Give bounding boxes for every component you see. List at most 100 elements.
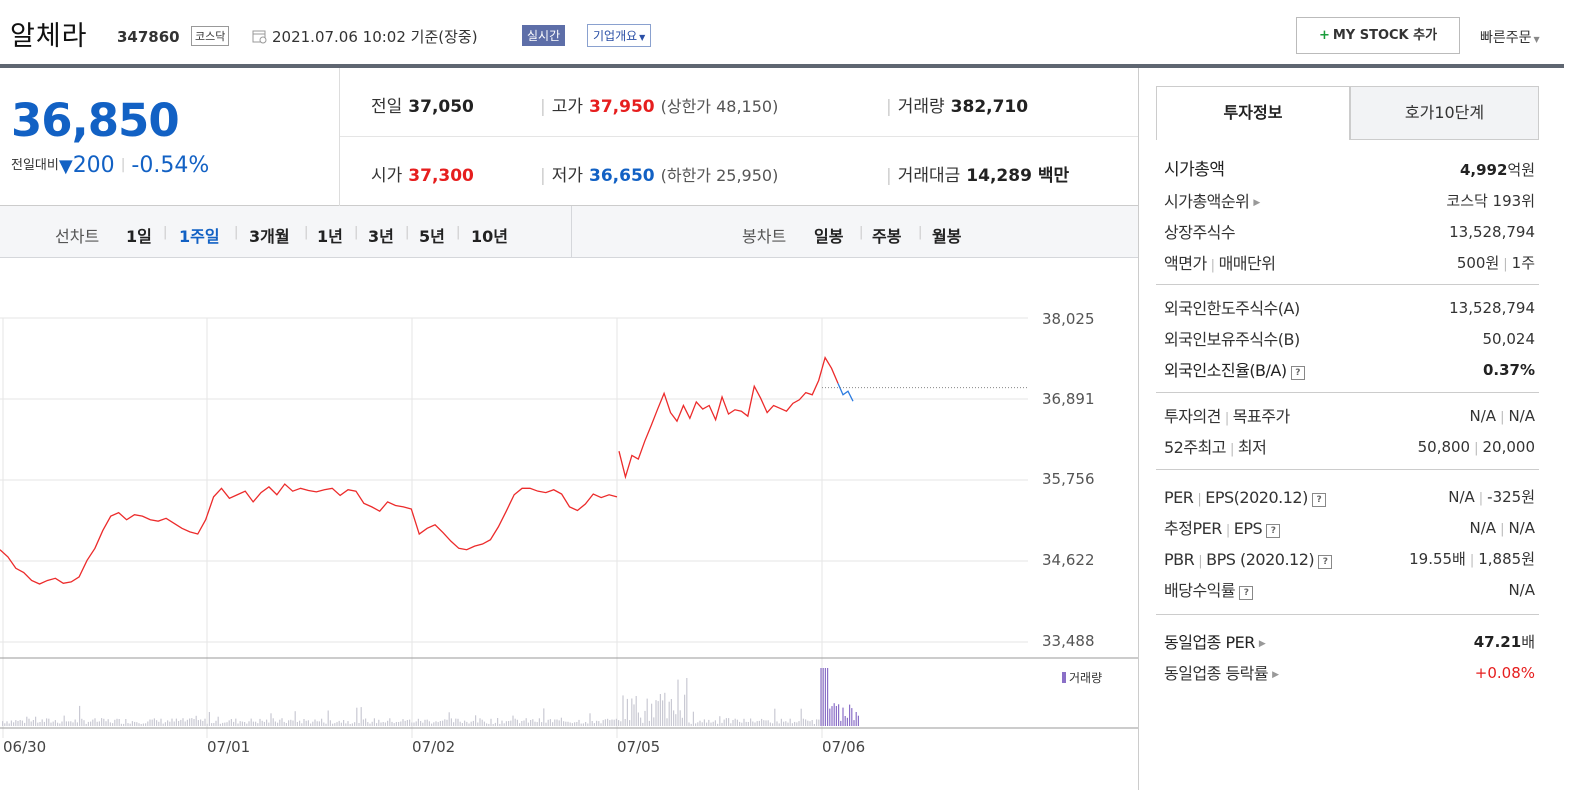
tab-invest-info[interactable]: 투자정보 bbox=[1156, 86, 1350, 140]
info-row: 액면가 | 매매단위 500원 | 1주 bbox=[1164, 254, 1535, 273]
volume-bar bbox=[24, 722, 26, 726]
volume-bar bbox=[217, 716, 219, 726]
volume-bar bbox=[4, 723, 6, 726]
volume-bar bbox=[763, 720, 765, 726]
volume-bar bbox=[734, 718, 736, 726]
volume-bar bbox=[677, 679, 679, 726]
volume-bar bbox=[598, 721, 600, 726]
volume-bar bbox=[835, 706, 837, 726]
tab-1d[interactable]: 1일 bbox=[126, 227, 152, 246]
info-row[interactable]: 시가총액순위 ▶ 코스닥 193위 bbox=[1164, 192, 1535, 211]
info-row[interactable]: 동일업종 PER ▶ 47.21배 bbox=[1164, 633, 1535, 652]
right-panel-tabs: 투자정보 호가10단계 bbox=[1156, 86, 1539, 140]
help-icon[interactable]: ? bbox=[1311, 493, 1326, 507]
add-my-stock-button[interactable]: + MY STOCK 추가 bbox=[1296, 17, 1460, 54]
volume-bar bbox=[336, 722, 338, 726]
volume-bar bbox=[57, 722, 59, 726]
quick-order-dropdown[interactable]: 빠른주문 ▼ bbox=[1480, 30, 1540, 46]
volume-bar bbox=[710, 722, 712, 726]
volume-bar bbox=[191, 718, 193, 726]
volume-bar bbox=[785, 721, 787, 726]
volume-bar bbox=[802, 718, 804, 726]
volume-bar bbox=[134, 721, 136, 726]
tab-weekly-candle[interactable]: 주봉 bbox=[872, 227, 902, 246]
volume-bar bbox=[246, 723, 248, 726]
candle-chart-label: 봉차트 bbox=[742, 227, 787, 246]
tab-3m[interactable]: 3개월 bbox=[249, 227, 290, 246]
volume-bar bbox=[679, 710, 681, 726]
volume-bar bbox=[237, 723, 239, 726]
volume-bar bbox=[552, 722, 554, 726]
help-icon[interactable]: ? bbox=[1266, 524, 1281, 538]
volume-bar bbox=[186, 719, 188, 726]
volume-bar bbox=[673, 710, 675, 726]
volume-bar bbox=[532, 719, 534, 726]
volume-bar bbox=[816, 719, 818, 726]
volume-bar bbox=[637, 712, 639, 726]
volume-bar bbox=[98, 721, 100, 726]
volume-bar bbox=[591, 721, 593, 726]
volume-bar bbox=[314, 719, 316, 726]
tab-1w[interactable]: 1주일 bbox=[179, 227, 220, 246]
volume-bar bbox=[574, 722, 576, 726]
tab-daily-candle[interactable]: 일봉 bbox=[814, 227, 844, 246]
volume-bar bbox=[171, 718, 173, 726]
realtime-button[interactable]: 실시간 bbox=[522, 25, 566, 46]
volume-bar bbox=[162, 723, 164, 726]
volume-bar bbox=[270, 713, 272, 726]
change-value: 200 bbox=[72, 153, 115, 178]
volume-bar bbox=[292, 720, 294, 726]
volume-bar bbox=[840, 720, 842, 726]
volume-bar bbox=[855, 712, 857, 726]
tab-1y[interactable]: 1년 bbox=[317, 227, 343, 246]
volume-bar bbox=[197, 720, 199, 726]
volume-bar bbox=[791, 723, 793, 726]
volume-bar bbox=[741, 722, 743, 726]
volume-bar bbox=[373, 718, 375, 726]
volume-bar bbox=[668, 701, 670, 726]
volume-bar bbox=[193, 719, 195, 726]
volume-bar bbox=[87, 721, 89, 726]
tab-monthly-candle[interactable]: 월봉 bbox=[932, 227, 962, 246]
volume-bar bbox=[446, 719, 448, 726]
volume-bar bbox=[780, 718, 782, 726]
volume-bar bbox=[358, 723, 360, 726]
tab-order-book[interactable]: 호가10단계 bbox=[1350, 86, 1539, 140]
volume-bar bbox=[813, 724, 815, 726]
volume-bar bbox=[523, 720, 525, 726]
volume-bar bbox=[120, 723, 122, 726]
volume-bar bbox=[81, 718, 83, 726]
volume-bar bbox=[767, 720, 769, 726]
help-icon[interactable]: ? bbox=[1318, 555, 1333, 569]
volume-bar bbox=[281, 718, 283, 726]
volume-bar bbox=[290, 719, 292, 726]
volume-bar bbox=[596, 720, 598, 726]
volume-bar bbox=[266, 719, 268, 726]
tab-5y[interactable]: 5년 bbox=[419, 227, 445, 246]
volume-bar bbox=[211, 723, 213, 726]
tab-3y[interactable]: 3년 bbox=[368, 227, 394, 246]
volume-bar bbox=[109, 722, 111, 726]
volume-bar bbox=[345, 723, 347, 726]
volume-bar bbox=[686, 678, 688, 726]
prev-close: 전일 37,050 bbox=[371, 97, 474, 117]
tab-10y[interactable]: 10년 bbox=[471, 227, 508, 246]
volume-bar bbox=[94, 718, 96, 726]
volume-bar bbox=[481, 719, 483, 726]
volume-bar bbox=[554, 719, 556, 726]
volume-bar bbox=[233, 721, 235, 726]
volume-bar bbox=[351, 723, 353, 726]
volume-bar bbox=[83, 720, 85, 726]
volume-bar bbox=[32, 720, 34, 726]
volume-bar bbox=[631, 698, 633, 726]
price-chart[interactable]: 38,025 36,891 35,756 34,622 33,488 06/30… bbox=[0, 258, 1138, 790]
volume-bar bbox=[644, 710, 646, 726]
volume-bar bbox=[356, 707, 358, 726]
info-row[interactable]: 동일업종 등락률 ▶ +0.08% bbox=[1164, 664, 1535, 683]
volume-bar bbox=[569, 722, 571, 726]
help-icon[interactable]: ? bbox=[1239, 586, 1254, 600]
company-info-dropdown[interactable]: 기업개요 ▼ bbox=[587, 24, 652, 47]
volume-bar bbox=[508, 721, 510, 726]
help-icon[interactable]: ? bbox=[1290, 366, 1305, 380]
volume-bar bbox=[842, 707, 844, 726]
